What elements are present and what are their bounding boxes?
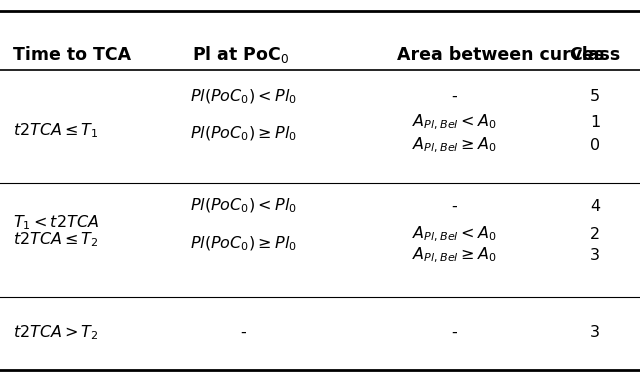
Text: -: -: [452, 325, 457, 340]
Text: 5: 5: [590, 89, 600, 104]
Text: 3: 3: [590, 248, 600, 263]
Text: Area between curves: Area between curves: [397, 46, 604, 64]
Text: $Pl(PoC_0) \geq Pl_0$: $Pl(PoC_0) \geq Pl_0$: [190, 235, 296, 253]
Text: $Pl(PoC_0) < Pl_0$: $Pl(PoC_0) < Pl_0$: [190, 197, 296, 215]
Text: $t2TCA \leq T_2$: $t2TCA \leq T_2$: [13, 231, 99, 249]
Text: 4: 4: [590, 198, 600, 214]
Text: Class: Class: [570, 46, 621, 64]
Text: $t2TCA > T_2$: $t2TCA > T_2$: [13, 323, 99, 342]
Text: Pl at PoC$_0$: Pl at PoC$_0$: [192, 44, 289, 65]
Text: $A_{Pl,Bel} \geq A_0$: $A_{Pl,Bel} \geq A_0$: [412, 136, 497, 155]
Text: $Pl(PoC_0) < Pl_0$: $Pl(PoC_0) < Pl_0$: [190, 87, 296, 105]
Text: Time to TCA: Time to TCA: [13, 46, 131, 64]
Text: $A_{Pl,Bel} < A_0$: $A_{Pl,Bel} < A_0$: [412, 225, 497, 244]
Text: $A_{Pl,Bel} < A_0$: $A_{Pl,Bel} < A_0$: [412, 113, 497, 133]
Text: $Pl(PoC_0) \geq Pl_0$: $Pl(PoC_0) \geq Pl_0$: [190, 125, 296, 143]
Text: -: -: [452, 198, 457, 214]
Text: 3: 3: [590, 325, 600, 340]
Text: $t2TCA \leq T_1$: $t2TCA \leq T_1$: [13, 121, 99, 140]
Text: -: -: [241, 325, 246, 340]
Text: -: -: [452, 89, 457, 104]
Text: $A_{Pl,Bel} \geq A_0$: $A_{Pl,Bel} \geq A_0$: [412, 245, 497, 265]
Text: 2: 2: [590, 227, 600, 242]
Text: $T_1 < t2TCA$: $T_1 < t2TCA$: [13, 214, 99, 232]
Text: 1: 1: [590, 115, 600, 130]
Text: 0: 0: [590, 138, 600, 153]
